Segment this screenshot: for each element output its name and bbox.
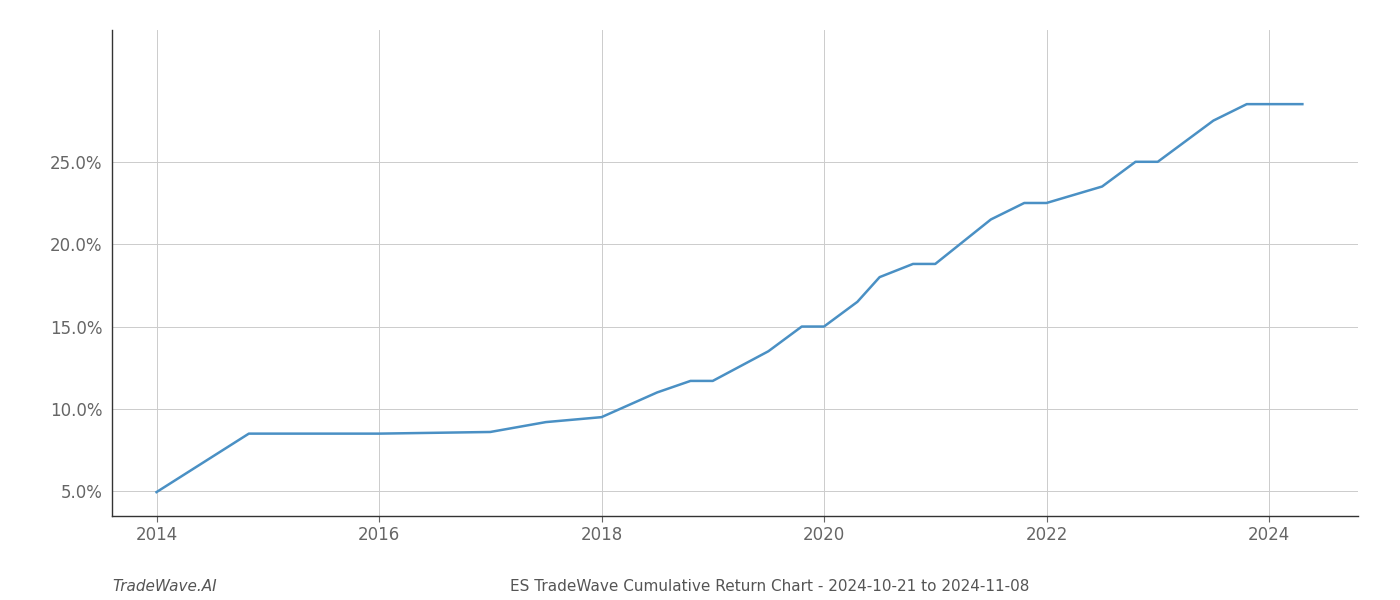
Text: TradeWave.AI: TradeWave.AI — [112, 579, 217, 594]
Text: ES TradeWave Cumulative Return Chart - 2024-10-21 to 2024-11-08: ES TradeWave Cumulative Return Chart - 2… — [511, 579, 1029, 594]
